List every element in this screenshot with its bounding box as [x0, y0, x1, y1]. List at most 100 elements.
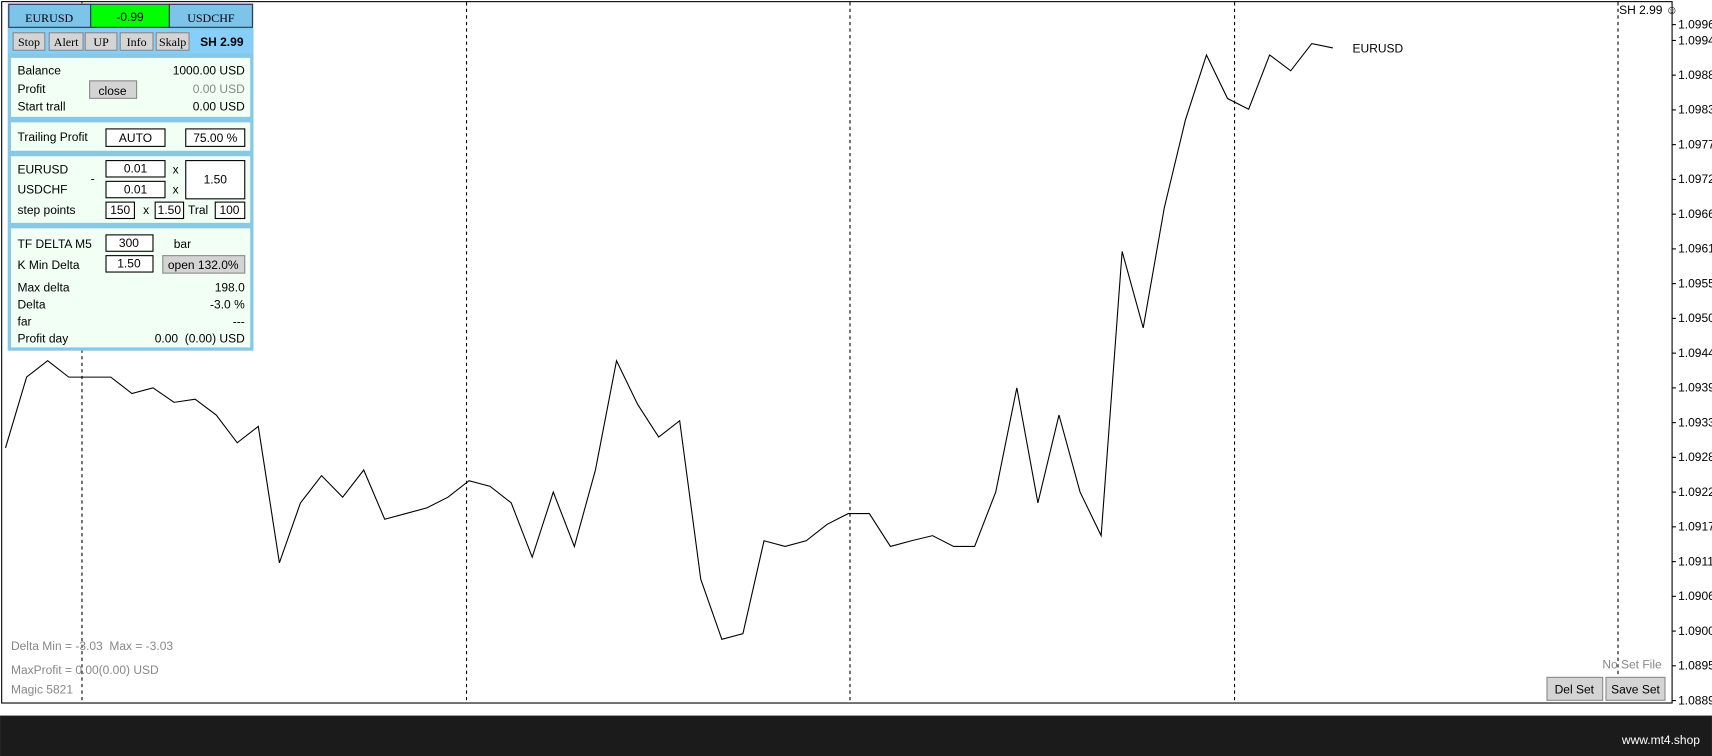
symbol-1: EURUSD — [25, 11, 73, 25]
max-profit: MaxProfit = 0.00(0.00) USD — [11, 663, 159, 677]
y-tick-label: 1.09665 — [1678, 207, 1712, 221]
tab-button[interactable] — [155, 32, 190, 51]
input[interactable] — [154, 201, 185, 220]
input[interactable] — [214, 201, 246, 220]
footer-site: www.mt4.shop — [1621, 733, 1700, 747]
del-set-button[interactable] — [1546, 676, 1604, 701]
y-tick-label: 1.09720 — [1678, 172, 1712, 186]
lot-2[interactable]: 0.01 — [124, 182, 148, 196]
y-tick-label: 1.09280 — [1678, 450, 1712, 464]
start-trall: 0.00 USD — [193, 99, 245, 113]
y-tick-label: 1.09335 — [1678, 415, 1712, 429]
step-multiplier[interactable]: 1.50 — [158, 203, 182, 217]
y-tick-label: 1.09940 — [1678, 33, 1712, 47]
tab-button[interactable] — [48, 32, 84, 51]
bar-label: bar — [174, 237, 191, 251]
k-min-label: K Min Delta — [18, 258, 80, 272]
trailing-percent[interactable]: 75.00 % — [193, 131, 237, 145]
profit-label: Profit — [18, 82, 47, 96]
minus: - — [91, 171, 95, 185]
start-trall-label: Start trall — [18, 99, 66, 113]
y-tick-label: 1.09775 — [1678, 137, 1712, 151]
tf-bars[interactable]: 300 — [119, 236, 139, 250]
y-tick-label: 1.09060 — [1678, 589, 1712, 603]
set-file: No Set File — [1602, 658, 1662, 672]
step[interactable]: 150 — [110, 203, 130, 217]
symbol-label: EURUSD — [1353, 41, 1404, 55]
tf-label: TF DELTA M5 — [18, 237, 93, 251]
tab-button[interactable] — [119, 32, 154, 51]
y-tick-label: 1.09500 — [1678, 311, 1712, 325]
y-tick-label: 1.09170 — [1678, 520, 1712, 534]
profit: 0.00 USD — [193, 82, 245, 96]
tab-button-label[interactable]: UP — [93, 35, 109, 49]
row-label: Delta — [18, 298, 46, 312]
input[interactable] — [185, 128, 246, 147]
row-value: -3.0 % — [210, 298, 245, 312]
times: x — [173, 182, 179, 196]
step-label: step points — [18, 203, 76, 217]
row-label: Profit day — [18, 331, 69, 345]
input[interactable] — [105, 128, 166, 147]
times: x — [143, 203, 149, 217]
tab-button-label[interactable]: Stop — [18, 35, 40, 49]
tab-button-label[interactable]: Info — [127, 35, 147, 49]
row-label: Max delta — [18, 281, 70, 295]
lot-symbol-1: EURUSD — [18, 163, 69, 177]
multiplier[interactable]: 1.50 — [204, 173, 228, 187]
open-button-label[interactable]: open 132.0% — [168, 258, 239, 272]
lot-symbol-2: USDCHF — [18, 182, 68, 196]
symbol-2: USDCHF — [187, 11, 235, 25]
save-set-button[interactable] — [1605, 676, 1666, 701]
lot-1[interactable]: 0.01 — [124, 162, 148, 176]
magic: Magic 5821 — [11, 683, 73, 697]
input[interactable] — [105, 160, 166, 178]
y-tick-label: 1.09005 — [1678, 624, 1712, 638]
input[interactable] — [105, 201, 135, 220]
y-tick-label: 1.09555 — [1678, 276, 1712, 290]
k-min[interactable]: 1.50 — [117, 257, 141, 271]
save-set-label[interactable]: Save Set — [1611, 683, 1660, 697]
input[interactable] — [105, 180, 166, 199]
y-tick-label: 1.08895 — [1678, 693, 1712, 707]
corner-label: SH 2.99 ☺ — [1619, 3, 1678, 17]
delta-rows: Max delta 198.0 Delta -3.0 % far --- Profit da… — [18, 281, 246, 346]
times: x — [173, 163, 179, 177]
price-chart: 1.09965 1.09940 1.09885 1.09830 1.09775 1.097… — [4, 17, 1712, 707]
y-tick-label: 1.09610 — [1678, 242, 1712, 256]
tab-button[interactable] — [12, 32, 46, 51]
y-tick-label: 1.09885 — [1678, 68, 1712, 82]
tab-button-label[interactable]: Alert — [54, 35, 79, 49]
input[interactable] — [105, 255, 154, 273]
y-tick-label: 1.09115 — [1678, 554, 1712, 568]
balance: 1000.00 USD — [173, 63, 245, 77]
button-group: Stop Alert UP Info Skalp — [12, 32, 190, 51]
trailing-mode[interactable]: AUTO — [119, 131, 152, 145]
pair-delta: -0.99 — [116, 10, 144, 24]
close-button-label[interactable]: close — [99, 84, 127, 98]
del-set-label[interactable]: Del Set — [1555, 683, 1595, 697]
y-tick-label: 1.09965 — [1678, 17, 1712, 31]
tab-button[interactable] — [84, 32, 118, 51]
tab-button-label[interactable]: Skalp — [159, 35, 186, 49]
price-line — [4, 42, 1333, 640]
row-value: --- — [233, 315, 245, 329]
y-tick-label: 1.09225 — [1678, 485, 1712, 499]
y-tick-label: 1.09445 — [1678, 346, 1712, 360]
close-button[interactable] — [89, 80, 138, 99]
input[interactable] — [105, 234, 154, 252]
balance-label: Balance — [18, 63, 62, 77]
y-tick-label: 1.08950 — [1678, 659, 1712, 673]
ea-panel: EURUSD -0.99 USDCHF Stop Alert UP Info Skalp… — [7, 3, 254, 351]
tral-label: Tral — [188, 203, 208, 217]
row-value: 0.00 (0.00) USD — [155, 331, 245, 345]
y-tick-label: 1.09390 — [1678, 381, 1712, 395]
open-button[interactable] — [162, 255, 246, 274]
input[interactable] — [185, 160, 246, 200]
tral[interactable]: 100 — [219, 203, 239, 217]
delta-minmax: Delta Min = -3.03 Max = -3.03 — [11, 639, 173, 653]
row-label: far — [18, 315, 32, 329]
